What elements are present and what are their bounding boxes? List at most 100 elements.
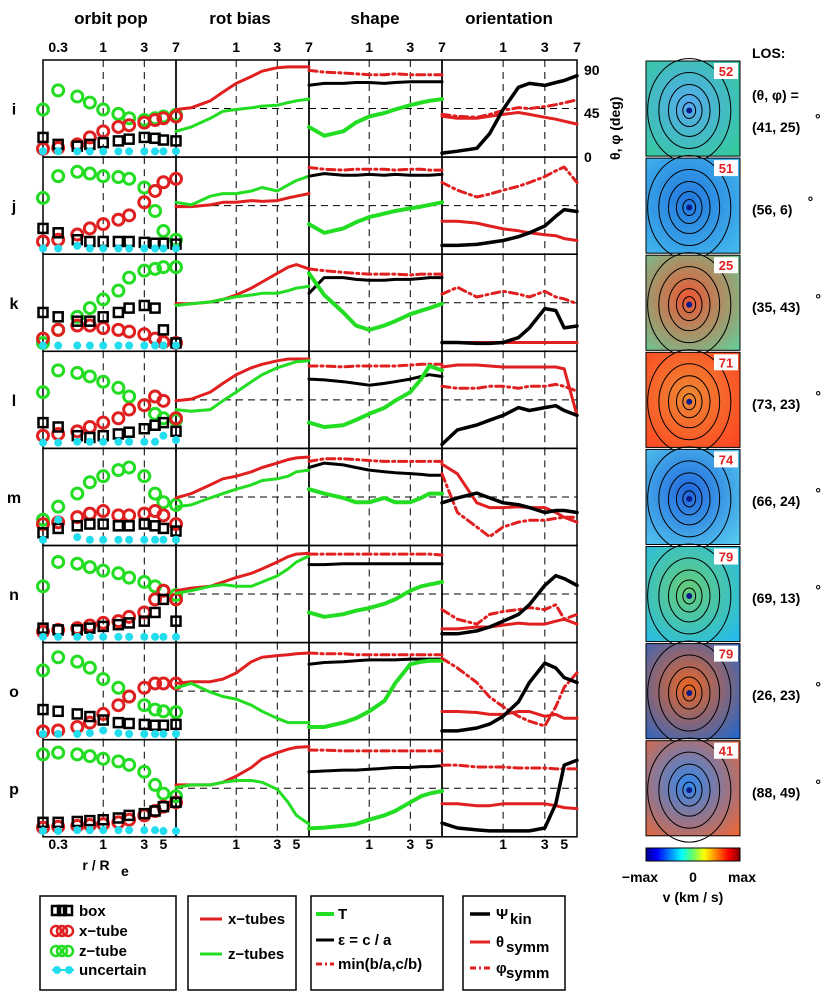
uncertain-marker <box>140 244 149 253</box>
z-tube-marker <box>122 389 137 404</box>
legend-orbit-label: uncertain <box>79 962 147 979</box>
min-ratio-line <box>307 552 444 557</box>
isophote-contour <box>658 557 721 635</box>
snapshot-badge: 51 <box>719 161 733 176</box>
box-marker <box>71 520 84 532</box>
angle-axis-label: θ, φ (deg) <box>607 97 623 160</box>
uncertain-marker <box>114 535 123 544</box>
z-tube-marker <box>156 786 171 801</box>
isophote-contour <box>658 751 721 829</box>
row-label: n <box>9 587 19 604</box>
colorbar-min-label: −max <box>622 869 658 885</box>
legend-circle-marker <box>55 944 69 958</box>
box-marker <box>52 816 64 829</box>
c-over-a-line <box>307 657 444 666</box>
uncertain-marker <box>151 535 160 544</box>
uncertain-marker <box>151 244 160 253</box>
x-tube-marker <box>96 217 111 232</box>
c-over-a-line <box>307 764 444 774</box>
z-tube-marker <box>51 745 66 760</box>
box-marker <box>71 315 84 327</box>
box-marker <box>170 135 182 147</box>
x-tube-marker <box>96 706 111 721</box>
box-marker <box>97 813 109 826</box>
isophote-contour <box>675 288 703 322</box>
x-tube-marker <box>148 592 163 607</box>
legend-uncertain-marker <box>65 966 73 974</box>
uncertain-marker <box>85 147 94 156</box>
z-tube-marker <box>36 190 50 205</box>
uncertain-marker <box>85 729 94 738</box>
x-tube-marker <box>156 175 171 190</box>
legend-circle-marker <box>61 944 75 958</box>
z-tube-marker <box>96 292 111 307</box>
box-marker <box>157 522 170 535</box>
box-marker <box>112 306 125 319</box>
z-tubes-line <box>174 468 311 509</box>
z-tube-marker <box>156 260 171 275</box>
map-center <box>686 787 693 794</box>
column-header: rot bias <box>209 9 270 28</box>
isophote-contour <box>667 763 711 817</box>
box-marker <box>97 518 109 530</box>
z-tube-marker <box>82 95 97 110</box>
map-center <box>686 690 693 697</box>
box-marker <box>52 705 64 718</box>
velocity-map-j: 51 (56, 6) ° <box>645 155 814 261</box>
row-label: p <box>9 781 19 798</box>
los-degree: ° <box>808 194 814 210</box>
box-marker <box>71 708 84 720</box>
min-ratio-line <box>307 267 444 277</box>
theta-symm-line <box>440 111 579 126</box>
uncertain-marker <box>151 632 160 641</box>
snapshot-badge: 52 <box>719 64 733 79</box>
legends: box x−tube z−tube uncertain x−tubes z−tubes Tε… <box>39 895 566 991</box>
x-axis-label: r / R <box>82 857 109 873</box>
angle-tick-label: 0 <box>584 149 592 165</box>
uncertain-marker <box>151 437 160 446</box>
x-tube-marker <box>36 517 50 532</box>
uncertain-marker <box>125 535 134 544</box>
psi-kin-line <box>440 491 579 515</box>
los-title: LOS: <box>752 45 785 61</box>
legend-theta-label: θ <box>496 934 504 951</box>
z-tube-marker <box>82 749 97 764</box>
uncertain-marker <box>140 535 149 544</box>
x-tube-marker <box>96 321 111 336</box>
psi-kin-line <box>440 207 579 248</box>
z-tube-marker <box>156 704 171 719</box>
los-degree: ° <box>815 111 821 127</box>
uncertain-marker <box>159 431 168 440</box>
z-tube-marker <box>137 764 152 779</box>
los-angles: (88, 49) <box>752 784 800 800</box>
z-tube-marker <box>82 369 97 384</box>
box-marker <box>112 812 125 824</box>
uncertain-marker <box>159 341 168 350</box>
z-tube-marker <box>70 365 85 380</box>
z-tubes-line <box>174 284 311 307</box>
psi-kin-line <box>440 306 579 346</box>
map-center <box>686 204 693 211</box>
z-tube-marker <box>148 702 163 717</box>
z-tubes-line <box>174 174 311 207</box>
legend-orbit-label: x−tube <box>79 923 128 940</box>
uncertain-marker <box>54 515 63 524</box>
isophote-contour <box>675 773 703 807</box>
psi-kin-line <box>440 403 579 447</box>
z-tube-marker <box>137 469 152 484</box>
box-marker <box>37 131 49 144</box>
column-header: orbit pop <box>74 9 148 28</box>
bottom-tick-label: 5 <box>426 836 434 852</box>
uncertain-marker <box>39 147 47 156</box>
z-tube-marker <box>122 757 137 772</box>
top-tick-label: 3 <box>273 39 281 55</box>
box-marker <box>37 622 49 634</box>
uncertain-marker <box>140 147 149 156</box>
velocity-map-p: 41 (88, 49) ° <box>645 737 821 843</box>
uncertain-marker <box>99 147 108 156</box>
z-tube-marker <box>70 654 85 669</box>
panel-grid <box>36 59 579 838</box>
uncertain-marker <box>54 729 63 738</box>
theta-symm-line <box>440 462 579 524</box>
x-tube-marker <box>96 415 111 430</box>
